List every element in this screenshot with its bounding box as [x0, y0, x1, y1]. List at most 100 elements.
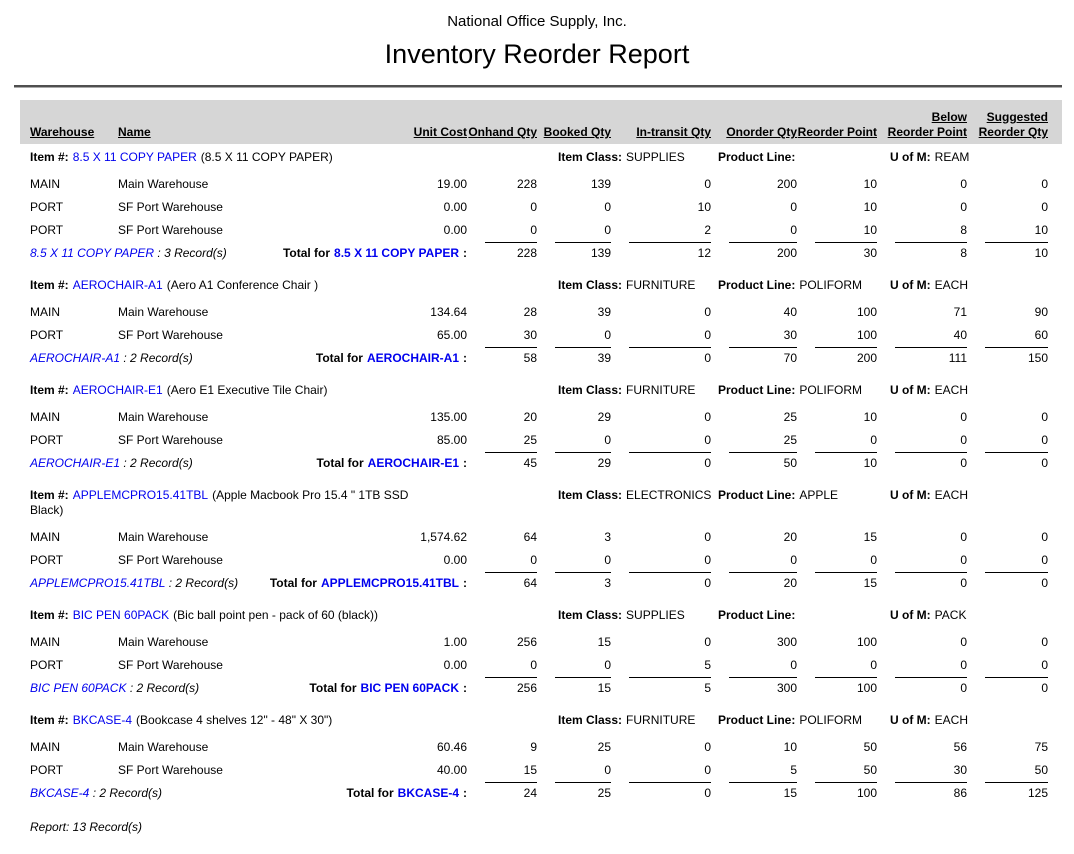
cell-unit-cost: 134.64 [430, 305, 467, 319]
item-code-link[interactable]: AEROCHAIR-A1 [30, 351, 121, 365]
cell-in-transit-qty: 0 [704, 177, 711, 191]
total-onhand-qty: 64 [523, 576, 537, 590]
item-code-link[interactable]: AEROCHAIR-E1 [30, 456, 121, 470]
item-group: Item #: BKCASE-4 (Bookcase 4 shelves 12" -… [30, 713, 1048, 805]
cell-name: Main Warehouse [118, 530, 209, 544]
item-code-link[interactable]: BIC PEN 60PACK [30, 681, 127, 695]
cell-suggested-reorder-qty: 0 [985, 549, 1048, 573]
item-code-link[interactable]: 8.5 X 11 COPY PAPER [334, 246, 459, 260]
item-code-link[interactable]: BKCASE-4 [72, 713, 133, 727]
item-code-link[interactable]: 8.5 X 11 COPY PAPER [30, 246, 155, 260]
unit-of-measure: U of M: EACH [890, 383, 1048, 398]
item-code-link[interactable]: AEROCHAIR-A1 [72, 278, 163, 292]
cell-booked-qty: 15 [597, 635, 611, 649]
total-suggested-reorder-qty: 0 [1041, 456, 1048, 470]
cell-reorder-point: 15 [863, 530, 877, 544]
item-group: Item #: BIC PEN 60PACK (Bic ball point pen… [30, 608, 1048, 700]
item-title-text: Item #: BKCASE-4 (Bookcase 4 shelves 12" -… [30, 713, 415, 728]
cell-name: Main Warehouse [118, 177, 209, 191]
item-code-link[interactable]: AEROCHAIR-E1 [367, 456, 459, 470]
item-code-link[interactable]: BIC PEN 60PACK [72, 608, 170, 622]
total-in-transit-qty: 5 [704, 681, 711, 695]
cell-below-reorder-point: 0 [895, 549, 967, 573]
total-reorder-point: 10 [863, 456, 877, 470]
item-number-label: Item #: [30, 608, 69, 622]
item-code-link[interactable]: BIC PEN 60PACK [360, 681, 459, 695]
cell-suggested-reorder-qty: 0 [985, 429, 1048, 453]
total-label: Total for 8.5 X 11 COPY PAPER: [283, 242, 467, 265]
unit-of-measure: U of M: PACK [890, 608, 1048, 623]
cell-onorder-qty: 20 [783, 530, 797, 544]
product-line-value: APPLE [799, 488, 839, 502]
group-total-row: BKCASE-4 : 2 Record(s) Total for BKCASE-4:… [30, 782, 1048, 805]
column-header-line: Onorder Qty [726, 125, 797, 139]
record-count-text: : 2 Record(s) [120, 351, 193, 365]
cell-warehouse: PORT [30, 223, 64, 237]
item-code-link[interactable]: APPLEMCPRO15.41TBL [320, 576, 459, 590]
cell-unit-cost: 135.00 [430, 410, 467, 424]
cell-onhand-qty: 228 [516, 177, 537, 191]
cell-suggested-reorder-qty: 0 [1041, 530, 1048, 544]
warehouse-row: MAIN Main Warehouse 135.00 20 29 0 25 10 0 0 [30, 406, 1048, 429]
total-booked-qty: 25 [597, 786, 611, 800]
total-in-transit-qty: 0 [704, 456, 711, 470]
column-header-onhand-qty: Onhand Qty [467, 125, 537, 140]
item-class: Item Class: SUPPLIES [558, 150, 718, 165]
total-below-reorder-point: 86 [953, 786, 967, 800]
cell-unit-cost: 19.00 [436, 177, 467, 191]
cell-onhand-qty: 9 [530, 740, 537, 754]
total-reorder-point: 30 [863, 246, 877, 260]
cell-onhand-qty: 64 [523, 530, 537, 544]
total-colon: : [463, 351, 467, 365]
cell-booked-qty: 139 [590, 177, 611, 191]
cell-onorder-qty: 5 [729, 759, 797, 783]
total-onhand-qty: 24 [523, 786, 537, 800]
item-code-link[interactable]: 8.5 X 11 COPY PAPER [72, 150, 197, 164]
cell-reorder-point: 50 [815, 759, 877, 783]
group-total-row: AEROCHAIR-A1 : 2 Record(s) Total for AEROC… [30, 347, 1048, 370]
item-code-link[interactable]: BKCASE-4 [397, 786, 459, 800]
cell-unit-cost: 0.00 [443, 223, 467, 237]
cell-below-reorder-point: 0 [895, 654, 967, 678]
cell-warehouse: PORT [30, 763, 64, 777]
total-onhand-qty: 228 [516, 246, 537, 260]
cell-name: Main Warehouse [118, 305, 209, 319]
item-title-text: Item #: APPLEMCPRO15.41TBL (Apple Macbook … [30, 488, 415, 518]
item-class-label: Item Class: [558, 150, 623, 164]
cell-name: SF Port Warehouse [118, 328, 223, 342]
item-code-link[interactable]: APPLEMCPRO15.41TBL [72, 488, 209, 502]
cell-suggested-reorder-qty: 0 [1041, 635, 1048, 649]
item-code-link[interactable]: APPLEMCPRO15.41TBL [30, 576, 166, 590]
item-code-link[interactable]: AEROCHAIR-A1 [366, 351, 459, 365]
cell-booked-qty: 0 [555, 429, 611, 453]
item-code-link[interactable]: AEROCHAIR-E1 [72, 383, 163, 397]
cell-name: Main Warehouse [118, 635, 209, 649]
product-line-label: Product Line: [718, 150, 796, 164]
warehouse-row: MAIN Main Warehouse 19.00 228 139 0 200 10 0 0 [30, 173, 1048, 196]
record-count-text: : 2 Record(s) [120, 456, 193, 470]
total-booked-qty: 139 [590, 246, 611, 260]
group-total-left: BIC PEN 60PACK : 2 Record(s) Total for BIC… [30, 677, 467, 700]
item-number-label: Item #: [30, 383, 69, 397]
item-class: Item Class: SUPPLIES [558, 608, 718, 623]
item-title: Item #: APPLEMCPRO15.41TBL (Apple Macbook … [30, 488, 558, 518]
total-for-label: Total for [346, 786, 394, 800]
cell-in-transit-qty: 0 [704, 740, 711, 754]
cell-name: SF Port Warehouse [118, 763, 223, 777]
total-in-transit-qty: 0 [704, 576, 711, 590]
item-title-text: Item #: BIC PEN 60PACK (Bic ball point pen… [30, 608, 415, 623]
total-onhand-qty: 45 [523, 456, 537, 470]
table-header-bar: Warehouse Name Unit Cost Onhand Qty Booked Q… [20, 100, 1062, 144]
cell-warehouse: PORT [30, 200, 64, 214]
cell-unit-cost: 0.00 [443, 200, 467, 214]
total-booked-qty: 29 [597, 456, 611, 470]
cell-reorder-point: 0 [815, 654, 877, 678]
column-header-onorder-qty: Onorder Qty [711, 125, 797, 140]
cell-suggested-reorder-qty: 0 [1041, 200, 1048, 214]
item-code-link[interactable]: BKCASE-4 [30, 786, 90, 800]
cell-suggested-reorder-qty: 90 [1034, 305, 1048, 319]
cell-onorder-qty: 10 [783, 740, 797, 754]
item-header-line: Item #: 8.5 X 11 COPY PAPER (8.5 X 11 COPY… [30, 150, 1048, 165]
cell-reorder-point: 10 [863, 177, 877, 191]
warehouse-row: PORT SF Port Warehouse 85.00 25 0 0 25 0 0 0 [30, 429, 1048, 453]
